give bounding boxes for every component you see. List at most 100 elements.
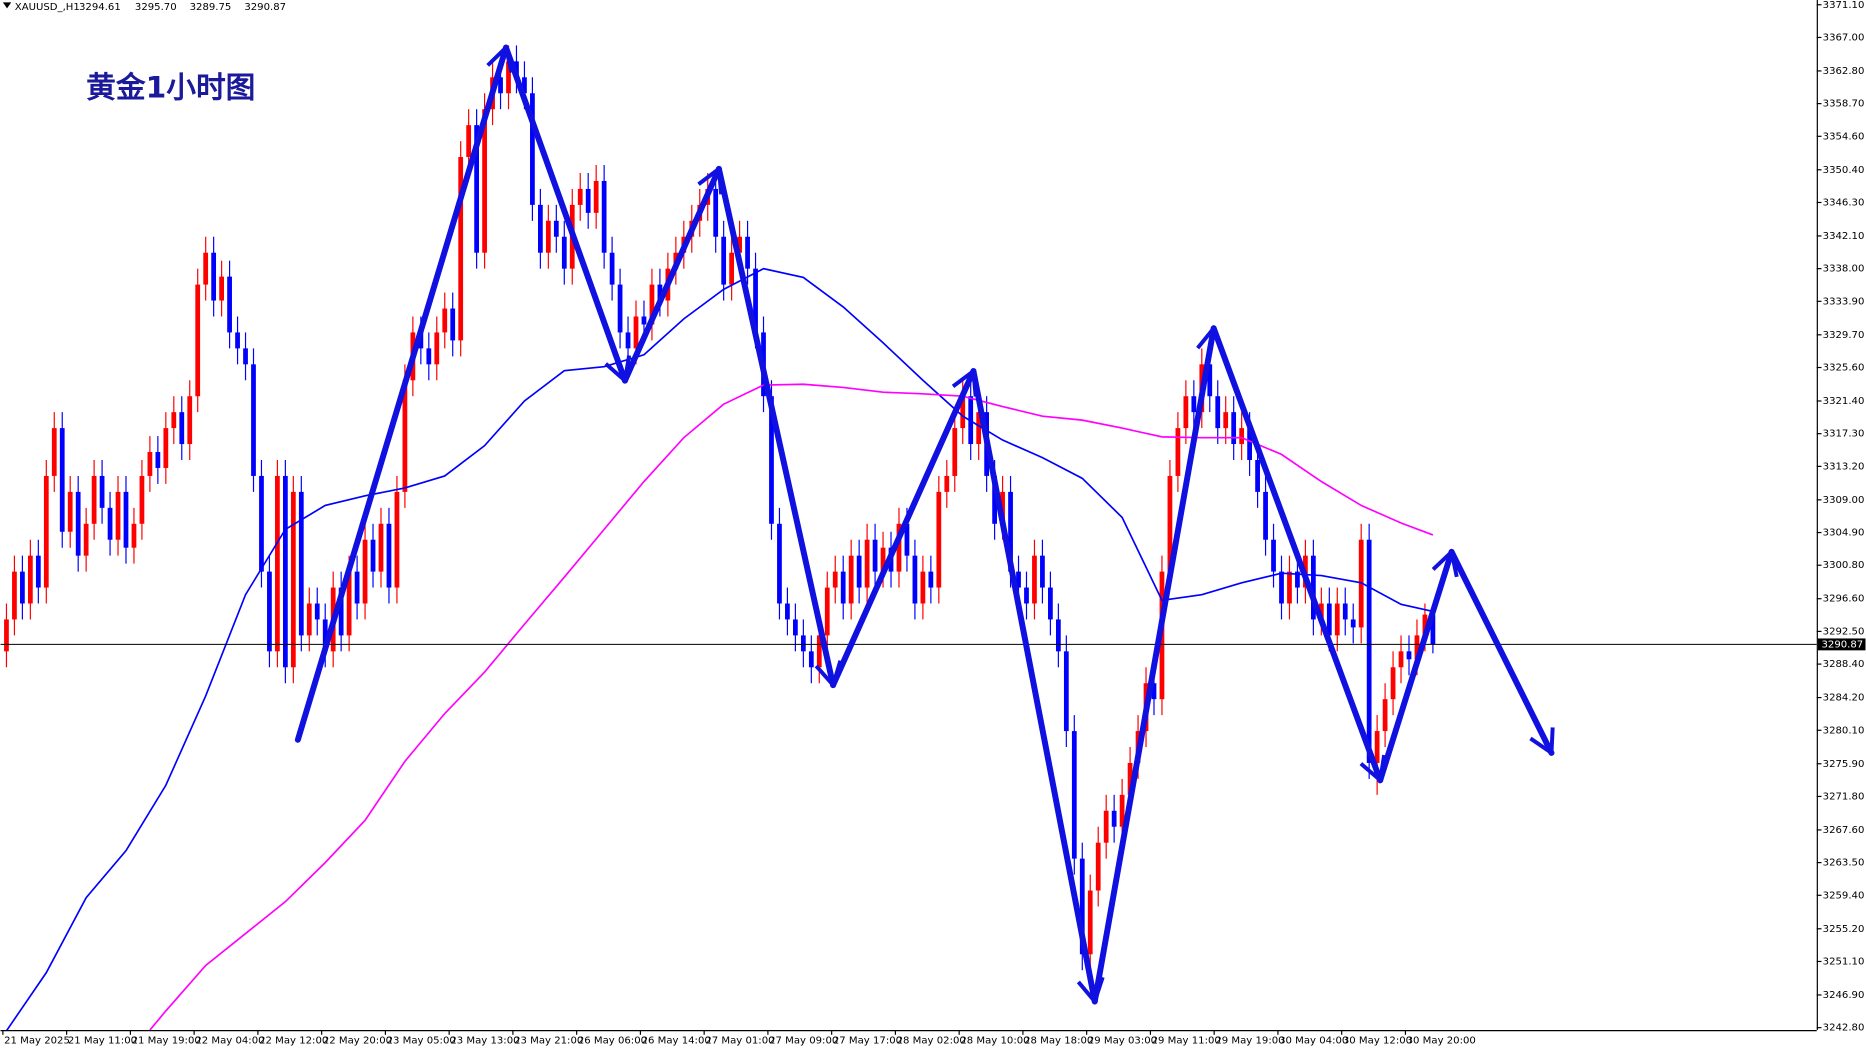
moving-average xyxy=(6,267,1434,1031)
candle-body xyxy=(35,555,41,588)
candle-body xyxy=(1111,810,1117,827)
candle-body xyxy=(1119,794,1125,827)
candle-body xyxy=(1287,571,1292,604)
y-tick-label: 3284.20 xyxy=(1823,693,1865,704)
chart-title: 黄金1小时图 xyxy=(86,71,255,106)
candle-body xyxy=(195,284,201,397)
candle-body xyxy=(1390,667,1396,700)
y-tick-label: 3333.90 xyxy=(1823,296,1865,307)
x-tick-label: 23 May 13:00 xyxy=(450,1036,519,1047)
candle-body xyxy=(187,396,193,445)
current-price-label: 3290.87 xyxy=(1821,639,1863,650)
candle-body xyxy=(1350,619,1356,628)
y-tick-label: 3325.60 xyxy=(1823,363,1865,374)
candle-body xyxy=(832,571,838,588)
candle-body xyxy=(904,523,910,556)
x-tick-label: 29 May 19:00 xyxy=(1215,1036,1284,1047)
x-tick-label: 21 May 11:00 xyxy=(68,1036,137,1047)
arrow xyxy=(970,368,1105,1005)
candle-body xyxy=(442,308,448,333)
candle-body xyxy=(378,523,384,572)
y-tick-label: 3271.80 xyxy=(1823,791,1865,802)
candle-body xyxy=(577,188,583,205)
candle-body xyxy=(1342,603,1348,620)
y-tick-label: 3292.50 xyxy=(1823,626,1865,637)
y-tick-label: 3242.80 xyxy=(1823,1023,1865,1034)
candle-body xyxy=(482,109,487,253)
current-price-box xyxy=(1817,638,1866,651)
x-tick-label: 29 May 03:00 xyxy=(1088,1036,1157,1047)
x-tick-label: 23 May 05:00 xyxy=(387,1036,456,1047)
y-tick-label: 3329.70 xyxy=(1823,330,1865,341)
arrow xyxy=(294,44,514,743)
candle-body xyxy=(155,452,161,468)
candle-body xyxy=(1366,539,1372,763)
candle-body xyxy=(402,380,408,492)
candle-body xyxy=(466,125,472,158)
candle-body xyxy=(1151,683,1157,700)
y-tick-label: 3267.60 xyxy=(1823,825,1865,836)
plot-area xyxy=(0,45,1817,1031)
candle-body xyxy=(1382,699,1388,732)
candle-body xyxy=(506,61,511,94)
candle-body xyxy=(721,236,727,285)
candle-body xyxy=(1207,364,1213,397)
candle-body xyxy=(1318,603,1324,620)
candle-body xyxy=(1024,587,1029,604)
x-tick-label: 27 May 01:00 xyxy=(705,1036,774,1047)
candle-body xyxy=(91,475,97,524)
candle-body xyxy=(20,571,25,604)
candle-body xyxy=(1063,651,1069,732)
y-tick-label: 3296.60 xyxy=(1823,594,1865,605)
candle-body xyxy=(498,77,503,94)
x-tick-label: 28 May 02:00 xyxy=(897,1036,966,1047)
candle-body xyxy=(235,332,240,349)
x-tick-label: 30 May 12:00 xyxy=(1343,1036,1412,1047)
candle-body xyxy=(147,452,153,476)
candle-body xyxy=(1167,475,1173,572)
candle-body xyxy=(729,252,735,285)
candle-body xyxy=(737,236,742,253)
x-tick-label: 27 May 09:00 xyxy=(769,1036,838,1047)
candle-body xyxy=(880,547,886,572)
candle-body xyxy=(856,555,862,588)
x-tick-label: 26 May 14:00 xyxy=(642,1036,711,1047)
candle-body xyxy=(864,539,870,588)
symbol: XAUUSD_,H1 xyxy=(15,2,80,13)
candle-body xyxy=(1310,555,1316,620)
candle-body xyxy=(1032,555,1037,604)
candle-body xyxy=(1295,571,1300,588)
candle-body xyxy=(912,555,918,604)
candle-body xyxy=(1016,571,1021,588)
candle-body xyxy=(522,77,527,94)
candle-body xyxy=(593,180,599,213)
x-tick-label: 29 May 11:00 xyxy=(1152,1036,1221,1047)
symbol-icon xyxy=(2,2,12,9)
candle-body xyxy=(1255,459,1260,492)
candle-body xyxy=(928,571,934,588)
y-tick-label: 3317.30 xyxy=(1823,429,1865,440)
candle-body xyxy=(745,236,750,269)
candle-body xyxy=(840,571,846,604)
candle-body xyxy=(131,523,137,548)
candle-body xyxy=(267,571,272,652)
arrow xyxy=(1448,548,1555,756)
candle-body xyxy=(426,348,432,365)
y-tick-label: 3371.10 xyxy=(1823,0,1865,11)
candle-body xyxy=(314,603,320,620)
arrow xyxy=(621,165,724,384)
candle-body xyxy=(450,308,456,341)
y-tick-label: 3350.40 xyxy=(1823,165,1865,176)
y-tick-label: 3354.60 xyxy=(1823,131,1865,142)
candle-body xyxy=(1079,858,1085,955)
candle-body xyxy=(4,619,9,652)
x-tick-label: 28 May 10:00 xyxy=(960,1036,1029,1047)
candle-body xyxy=(992,475,997,524)
candle-body xyxy=(713,188,719,237)
x-tick-label: 30 May 20:00 xyxy=(1407,1036,1476,1047)
y-tick-label: 3342.10 xyxy=(1823,231,1865,242)
candle-body xyxy=(139,475,145,524)
candle-body xyxy=(1334,603,1340,636)
candle-body xyxy=(936,491,942,588)
